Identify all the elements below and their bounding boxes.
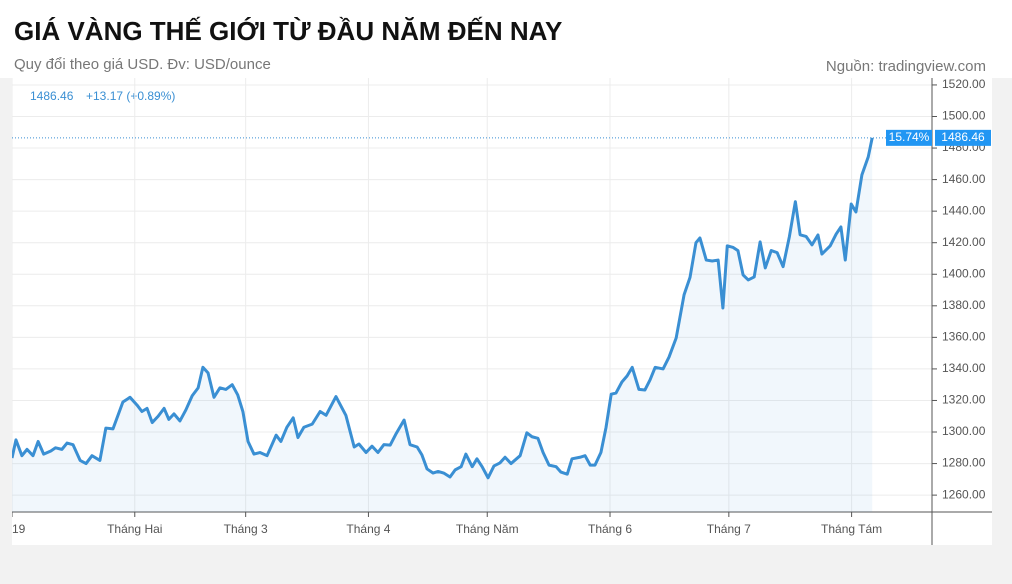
area xyxy=(12,137,873,512)
x-tick-label: Tháng Tám xyxy=(821,522,882,536)
legend-price: 1486.46 xyxy=(30,89,74,103)
y-tick-label: 1460.00 xyxy=(942,172,986,186)
y-tick-label: 1360.00 xyxy=(942,330,986,344)
price-label: 1486.46 xyxy=(941,130,985,144)
y-tick-label: 1380.00 xyxy=(942,298,986,312)
legend-change: +13.17 (+0.89%) xyxy=(86,89,175,103)
x-tick-label: Tháng 7 xyxy=(707,522,751,536)
x-tick-label: Tháng Năm xyxy=(456,522,519,536)
y-tick-label: 1520.00 xyxy=(942,77,986,91)
x-tick-label: Tháng Hai xyxy=(107,522,162,536)
y-tick-label: 1340.00 xyxy=(942,361,986,375)
y-tick-label: 1420.00 xyxy=(942,235,986,249)
price-badge xyxy=(935,129,991,146)
y-tick-label: 1400.00 xyxy=(942,266,986,280)
y-tick-label: 1320.00 xyxy=(942,393,986,407)
y-tick-label: 1280.00 xyxy=(942,456,986,470)
y-tick-label: 1500.00 xyxy=(942,109,986,123)
chart-title: GIÁ VÀNG THẾ GIỚI TỪ ĐẦU NĂM ĐẾN NAY xyxy=(14,16,562,46)
x-tick-label: 2019 xyxy=(0,522,26,536)
x-tick-label: Tháng 3 xyxy=(224,522,268,536)
line xyxy=(12,137,874,480)
plot: 1260.00 1280.00 1300.00 1320.00 1340.00 1360.… xyxy=(0,77,992,545)
source: Nguồn: tradingview.com xyxy=(826,58,986,75)
y-tick-label: 1260.00 xyxy=(942,487,986,501)
x-tick-label: Tháng 4 xyxy=(346,522,390,536)
chart-panel xyxy=(12,78,992,545)
change-badge xyxy=(886,129,932,146)
header-background xyxy=(0,0,1012,78)
y-tick-label: 1440.00 xyxy=(942,203,986,217)
x-tick-label: Tháng 6 xyxy=(588,522,632,536)
change-label: 15.74% xyxy=(889,130,930,144)
chart-subtitle: Quy đổi theo giá USD. Đv: USD/ounce xyxy=(14,56,271,73)
y-tick-label: 1300.00 xyxy=(942,424,986,438)
